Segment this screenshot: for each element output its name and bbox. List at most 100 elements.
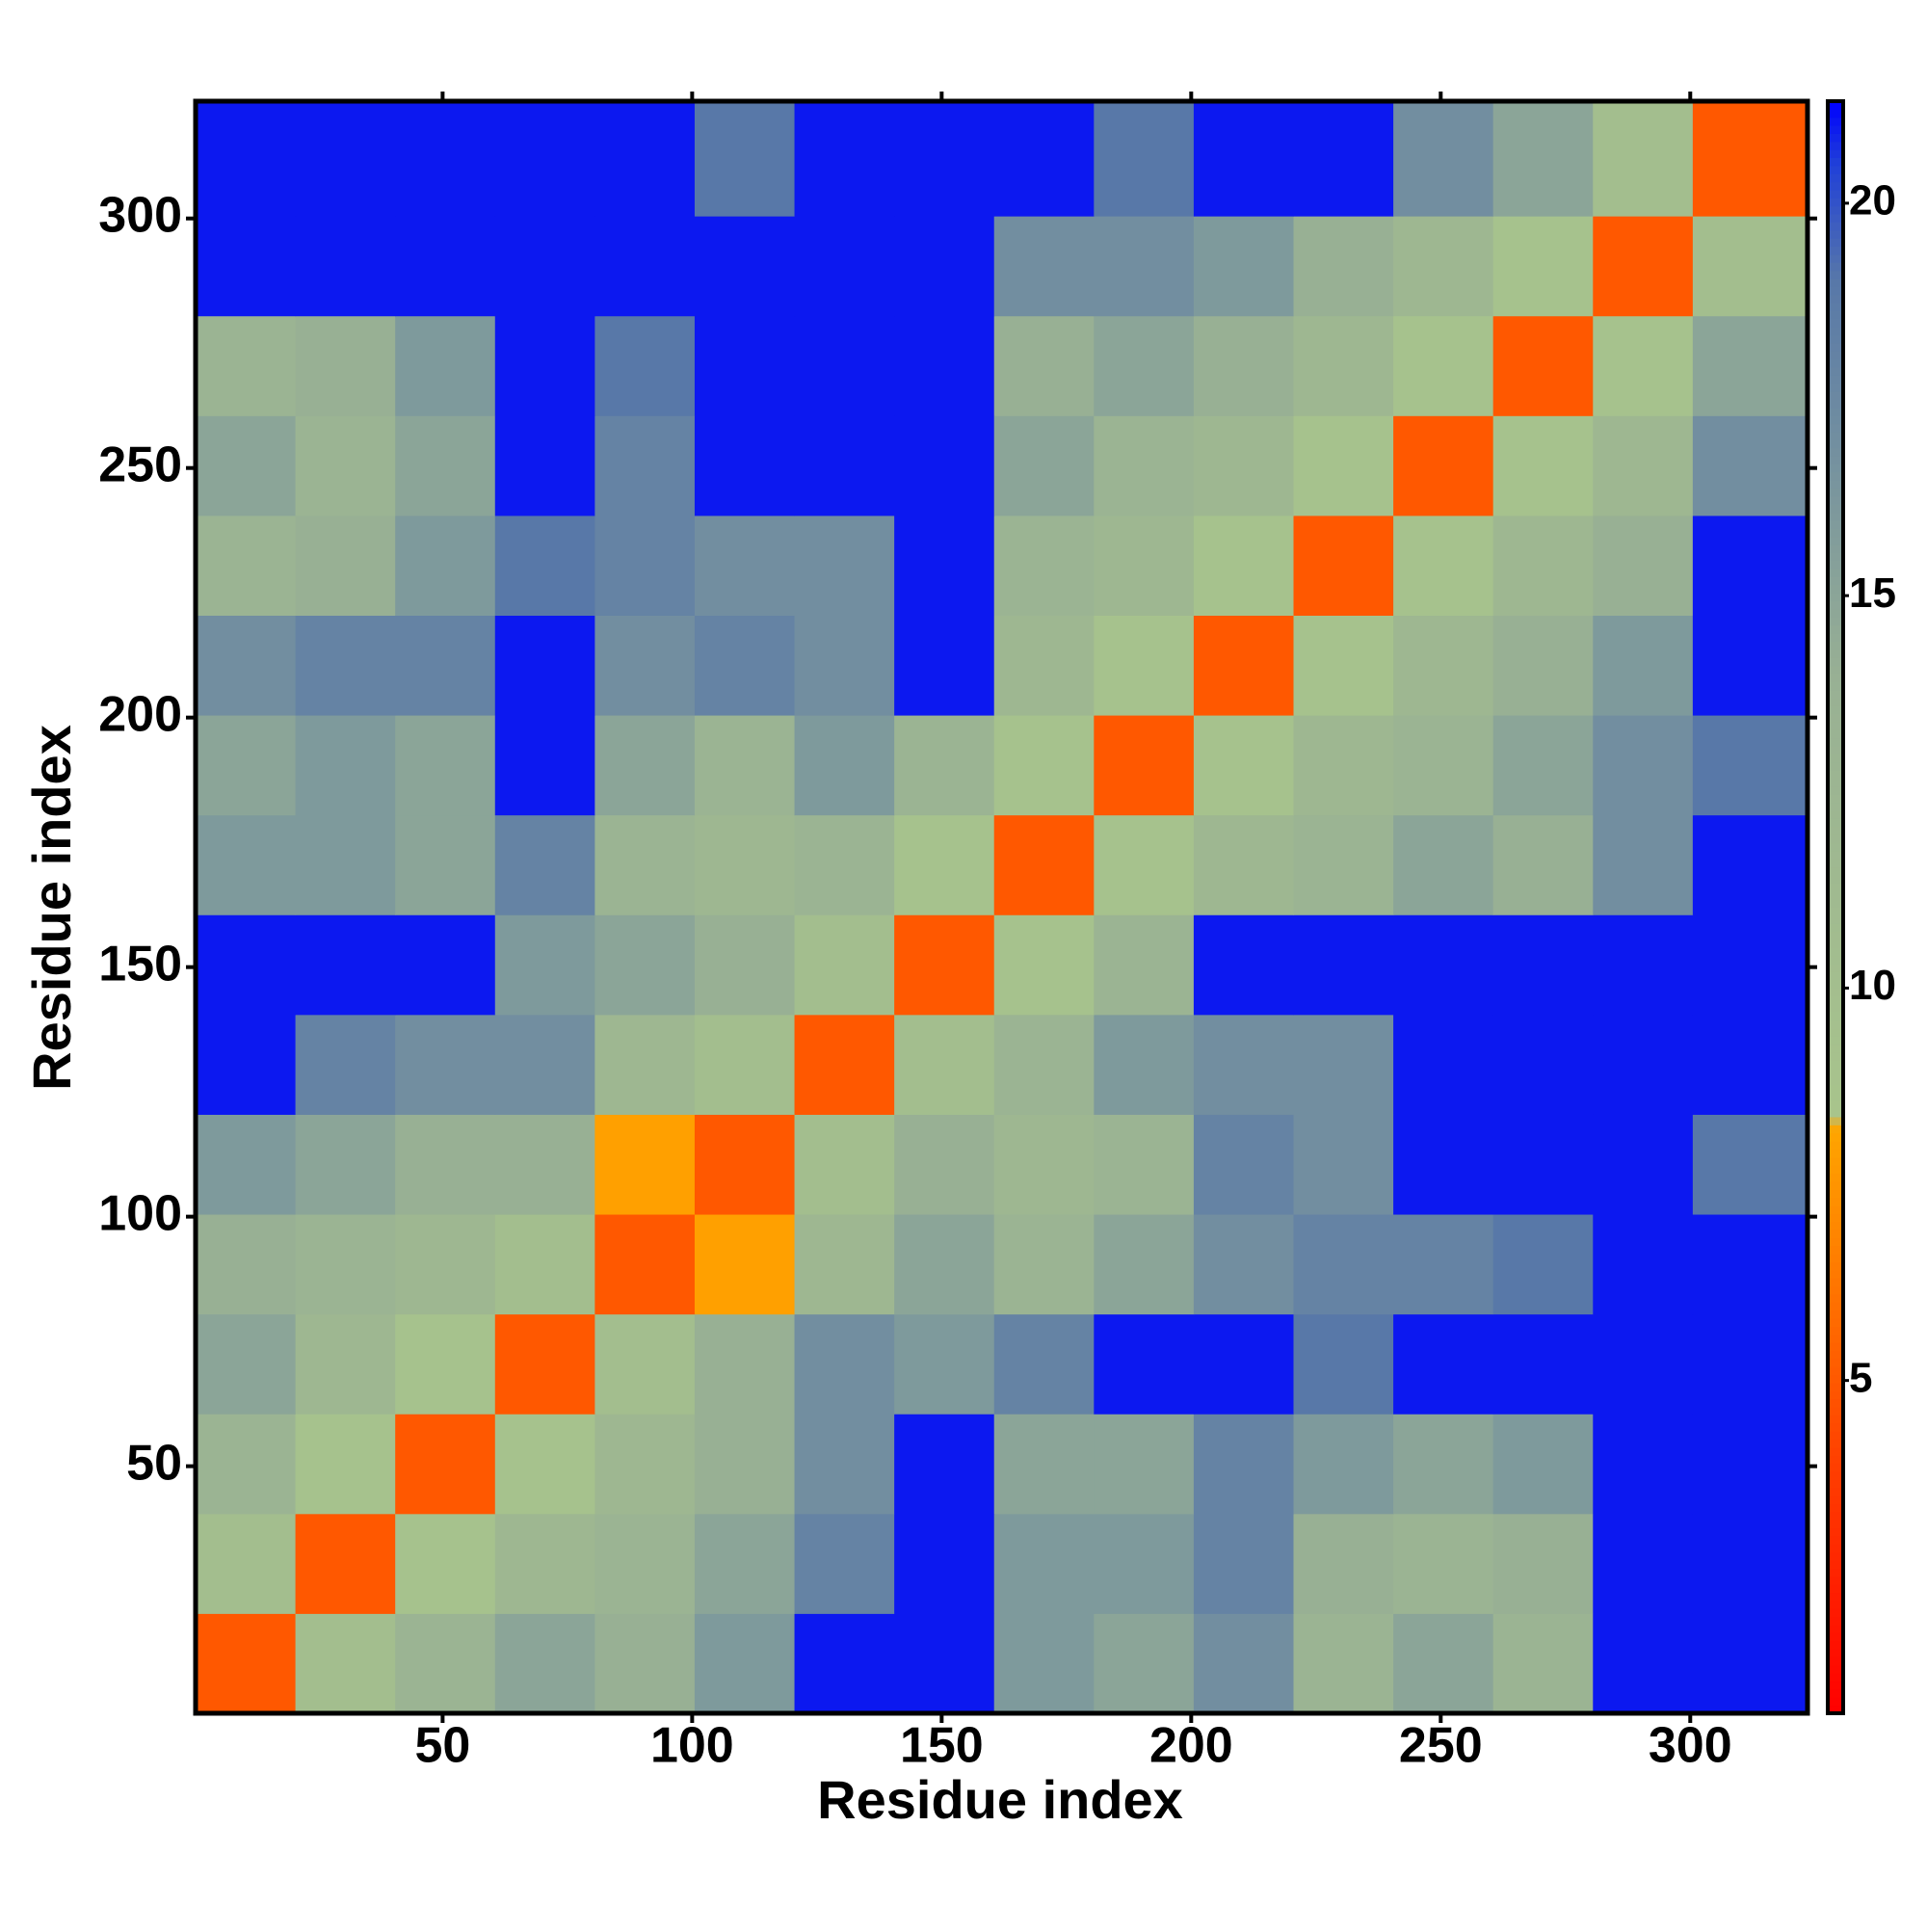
colorbar-segment	[1828, 1463, 1843, 1472]
colorbar-segment	[1828, 1044, 1843, 1053]
heatmap-cell	[993, 415, 1095, 516]
colorbar-segment	[1828, 1156, 1843, 1166]
colorbar-segment	[1828, 1632, 1843, 1642]
colorbar-segment	[1828, 1544, 1843, 1553]
heatmap-cell	[1193, 415, 1295, 516]
colorbar-segment	[1828, 1383, 1843, 1391]
heatmap-cell	[196, 101, 297, 217]
heatmap-cell	[1393, 1014, 1494, 1115]
colorbar-segment	[1828, 415, 1843, 425]
heatmap-cell	[1193, 1313, 1295, 1415]
colorbar-segment	[1828, 327, 1843, 336]
heatmap-cell	[993, 1513, 1095, 1614]
colorbar-segment	[1828, 1608, 1843, 1618]
colorbar-segment	[1828, 1302, 1843, 1311]
colorbar-segment	[1828, 229, 1843, 239]
colorbar-segment	[1828, 246, 1843, 255]
heatmap-cell	[395, 1414, 496, 1515]
heatmap-cell	[196, 515, 297, 616]
heatmap-cell	[1193, 1414, 1295, 1515]
heatmap-cell	[295, 315, 396, 416]
heatmap-cell	[295, 1513, 396, 1614]
colorbar-segment	[1828, 761, 1843, 771]
colorbar-segment	[1828, 173, 1843, 183]
colorbar-segment	[1828, 141, 1843, 150]
colorbar-segment	[1828, 1052, 1843, 1061]
heatmap-cell	[196, 615, 297, 716]
heatmap-cell	[494, 1214, 595, 1315]
colorbar-segment	[1828, 1624, 1843, 1633]
colorbar-segment	[1828, 1261, 1843, 1271]
heatmap-cell	[794, 1214, 895, 1315]
colorbar-segment	[1828, 1342, 1843, 1352]
heatmap-cell	[494, 914, 595, 1016]
heatmap-cell	[1692, 216, 1808, 317]
heatmap-cell	[894, 914, 995, 1016]
colorbar-segment	[1828, 1221, 1843, 1231]
colorbar-segment	[1828, 770, 1843, 780]
colorbar-segment	[1828, 624, 1843, 634]
colorbar-segment	[1828, 979, 1843, 989]
heatmap-cell	[1094, 615, 1195, 716]
colorbar-segment	[1828, 899, 1843, 908]
heatmap-cell	[1593, 101, 1694, 217]
colorbar-segment	[1828, 866, 1843, 876]
heatmap-cell	[694, 1513, 796, 1614]
heatmap-cell	[1492, 1014, 1594, 1115]
heatmap-cell	[894, 615, 995, 716]
colorbar-segment	[1828, 391, 1843, 401]
heatmap-cell	[1193, 101, 1295, 217]
colorbar-segment	[1828, 705, 1843, 715]
colorbar-segment	[1828, 786, 1843, 795]
heatmap-cell	[395, 1613, 496, 1714]
heatmap-cell	[1593, 415, 1694, 516]
colorbar-frame	[1826, 99, 1845, 1715]
colorbar-segment	[1828, 657, 1843, 667]
colorbar-segment	[1828, 334, 1843, 344]
heatmap-cell	[1492, 1513, 1594, 1614]
colorbar-segment	[1828, 431, 1843, 440]
heatmap-cell	[295, 1613, 396, 1714]
colorbar-segment	[1828, 351, 1843, 360]
heatmap-cell	[1094, 1313, 1195, 1415]
heatmap-cell	[794, 814, 895, 915]
heatmap-cell	[395, 615, 496, 716]
colorbar-segment	[1828, 850, 1843, 860]
heatmap-cell	[295, 1114, 396, 1215]
heatmap-cell	[494, 1414, 595, 1515]
heatmap-cell	[894, 515, 995, 616]
heatmap-cell	[993, 216, 1095, 317]
heatmap-cell	[1094, 1214, 1195, 1315]
y-tick-label: 200	[98, 686, 182, 742]
heatmap-cell	[993, 914, 1095, 1016]
heatmap-cell	[1492, 415, 1594, 516]
colorbar-segment	[1828, 1237, 1843, 1247]
heatmap-cell	[295, 1313, 396, 1415]
colorbar-segment	[1828, 1407, 1843, 1416]
colorbar-segment	[1828, 157, 1843, 167]
colorbar-segment	[1828, 471, 1843, 481]
colorbar-segment	[1828, 1415, 1843, 1424]
heatmap-cell	[1593, 1214, 1694, 1315]
colorbar-segment	[1828, 1245, 1843, 1255]
colorbar-segment	[1828, 407, 1843, 416]
heatmap-cell	[1094, 1014, 1195, 1115]
colorbar-segment	[1828, 383, 1843, 392]
heatmap-cell	[694, 1014, 796, 1115]
colorbar-tick-label: 20	[1849, 177, 1896, 225]
colorbar-segment	[1828, 222, 1843, 231]
heatmap-cell	[1692, 914, 1808, 1016]
heatmap-cell	[196, 315, 297, 416]
heatmap-cell	[395, 1214, 496, 1315]
heatmap-cell	[993, 1414, 1095, 1515]
colorbar-segment	[1828, 1560, 1843, 1569]
heatmap-cell	[395, 814, 496, 915]
heatmap-cell	[594, 1613, 696, 1714]
heatmap-cell	[694, 216, 796, 317]
heatmap-cell	[1094, 914, 1195, 1016]
colorbar-segment	[1828, 584, 1843, 594]
colorbar-segment	[1828, 1084, 1843, 1094]
heatmap-cell	[694, 1313, 796, 1415]
colorbar-segment	[1828, 698, 1843, 706]
